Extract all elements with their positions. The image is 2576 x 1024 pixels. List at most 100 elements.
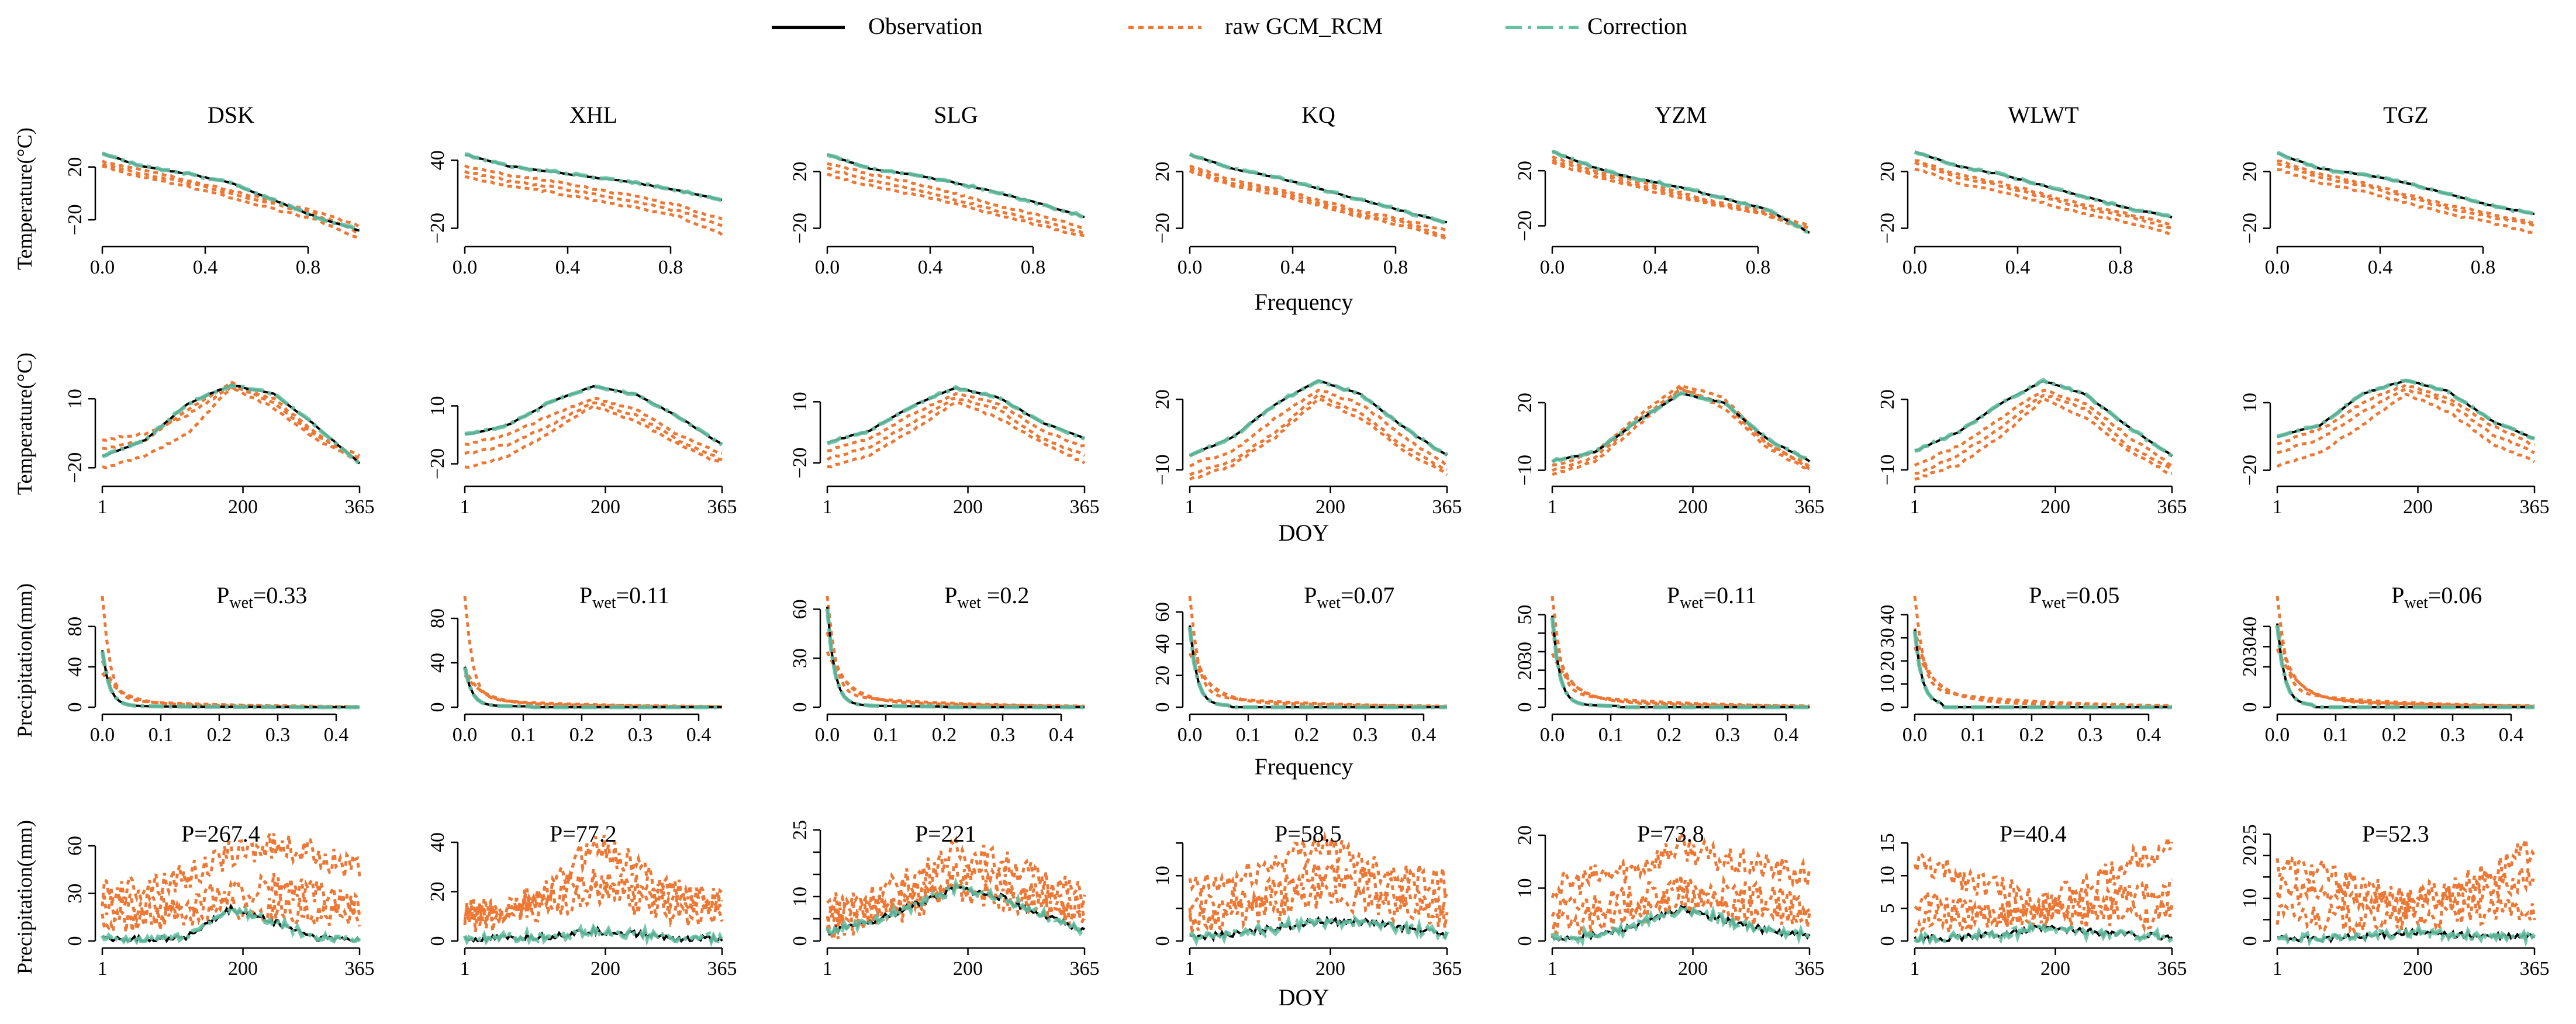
observation-series	[1551, 615, 1810, 708]
y-tick-label: 30	[1514, 642, 1536, 662]
panel-precipitation_seasonal-yzm: 0 10 20 1 200 365 P=73.8	[1514, 821, 1825, 980]
y-tick-label: 20	[1877, 651, 1898, 671]
x-tick-label: 365	[345, 958, 375, 980]
x-tick-label: 0.2	[569, 724, 595, 746]
raw-series-3	[827, 172, 1085, 238]
correction-series	[825, 877, 1086, 937]
x-tick-label: 0.3	[990, 724, 1016, 746]
row-labels: Temperature(°C) Temperature(°C) Precipit…	[13, 127, 36, 974]
observation-series	[826, 607, 1085, 708]
precip-total-label: P=58.5	[1275, 821, 1342, 847]
correction-series	[101, 902, 361, 946]
x-tick-label: 0.4	[918, 257, 943, 278]
x-tick-label: 0.4	[1280, 257, 1306, 278]
x-tick-label: 0.1	[873, 724, 899, 746]
x-tick-label: 200	[1315, 958, 1345, 980]
y-tick-label: 20	[2239, 846, 2261, 866]
raw-series-3	[1914, 159, 2173, 226]
observation-series	[827, 153, 1085, 219]
y-tick-label: 10	[2239, 888, 2261, 908]
row-label-precipitation-duration: Precipitation(mm)	[13, 583, 36, 738]
raw-series-2	[826, 859, 1086, 931]
x-tick-label: 0.4	[2499, 724, 2524, 746]
raw-series-2	[1188, 634, 1448, 708]
raw-series-1	[1913, 596, 2173, 707]
raw-series-2	[2276, 392, 2536, 468]
raw-series-1	[2277, 387, 2536, 455]
x-tick-label: 0.0	[453, 724, 478, 746]
x-tick-label: 0.0	[815, 724, 840, 746]
raw-series-3	[464, 175, 723, 236]
panel-temperature_duration-kq: KQ −20 20 0.0 0.4 0.8	[1152, 102, 1448, 278]
panel-temperature_duration-slg: SLG −20 20 0.0 0.4 0.8	[789, 102, 1086, 278]
station-title-tgz: TGZ	[2383, 102, 2429, 128]
panel-temperature_seasonal-wlwt: −10 20 1 200 365	[1877, 377, 2187, 518]
x-tick-label: 0.4	[324, 724, 349, 746]
legend-raw-label: raw GCM_RCM	[1225, 13, 1383, 39]
y-tick-label: −20	[427, 448, 448, 479]
y-tick-label: −20	[427, 213, 448, 244]
x-tick-label: 0.4	[2136, 724, 2161, 746]
raw-series-3	[1552, 388, 1811, 472]
legend: Observation raw GCM_RCM Correction	[772, 13, 1687, 39]
y-tick-label: −20	[1514, 210, 1536, 241]
y-tick-label: 40	[2239, 617, 2261, 636]
x-tick-label: 0.2	[2382, 724, 2407, 746]
pwet-label: Pwet=0.11	[1667, 582, 1757, 612]
correction-series	[1189, 379, 1449, 458]
y-tick-label: 30	[789, 648, 811, 668]
y-tick-label: −20	[789, 447, 811, 478]
raw-series-1	[463, 835, 723, 925]
y-tick-label: 5	[1877, 904, 1898, 914]
y-tick-label: 20	[1514, 825, 1536, 845]
x-tick-label: 0.3	[1715, 724, 1741, 746]
correction-series	[464, 384, 723, 447]
raw-series-3	[464, 873, 724, 932]
raw-series-3	[2275, 892, 2536, 936]
x-tick-label: 0.0	[2265, 724, 2290, 746]
raw-series-3	[1189, 397, 1448, 481]
x-tick-label: 365	[1432, 496, 1462, 518]
raw-series-2	[1189, 169, 1448, 240]
raw-series-3	[2277, 383, 2535, 447]
correction-series	[462, 667, 722, 710]
station-title-wlwt: WLWT	[2008, 102, 2078, 128]
y-tick-label: 0	[1152, 703, 1173, 712]
y-tick-label: 20	[427, 882, 448, 902]
pwet-label: Pwet=0.06	[2391, 582, 2482, 612]
station-title-kq: KQ	[1301, 102, 1335, 128]
x-tick-label: 200	[228, 496, 258, 518]
raw-series-3	[101, 672, 360, 708]
precip-total-label: P=267.4	[181, 821, 260, 847]
correction-series	[1914, 377, 2174, 458]
y-tick-label: 0	[427, 936, 448, 946]
y-tick-label: 0	[1152, 936, 1173, 946]
x-tick-label: 0.0	[815, 257, 840, 278]
y-tick-label: 20	[1152, 162, 1173, 182]
observation-series	[1189, 915, 1448, 942]
y-tick-label: 60	[1152, 602, 1173, 622]
panel-precipitation_duration-xhl: 0 40 80 0.0 0.1 0.2 0.3 0.4 Pwet=0.11	[427, 582, 723, 746]
raw-series-3	[1189, 164, 1448, 232]
y-tick-label: 50	[1514, 605, 1536, 625]
y-tick-label: −20	[1152, 213, 1173, 244]
x-tick-label: 0.1	[1598, 724, 1624, 746]
station-title-yzm: YZM	[1655, 102, 1707, 128]
correction-series	[2277, 921, 2536, 949]
pwet-label: Pwet=0.33	[216, 582, 307, 612]
x-tick-label: 0.0	[453, 257, 478, 278]
raw-series-3	[101, 160, 361, 229]
x-tick-label: 1	[98, 496, 108, 518]
correction-series	[1912, 631, 2172, 710]
y-tick-label: 0	[427, 703, 448, 712]
raw-series-1	[1189, 168, 1448, 238]
panel-temperature_seasonal-yzm: −10 20 1 200 365	[1514, 383, 1825, 518]
y-tick-label: 15	[1877, 833, 1898, 853]
x-tick-label: 0.0	[1177, 724, 1203, 746]
panel-precipitation_seasonal-xhl: 0 20 40 1 200 365 P=77.2	[427, 821, 737, 980]
y-tick-label: −20	[2239, 455, 2261, 486]
x-tick-label: 200	[1315, 496, 1345, 518]
x-tick-label: 0.0	[2265, 257, 2290, 278]
y-tick-label: 20	[1514, 161, 1536, 181]
